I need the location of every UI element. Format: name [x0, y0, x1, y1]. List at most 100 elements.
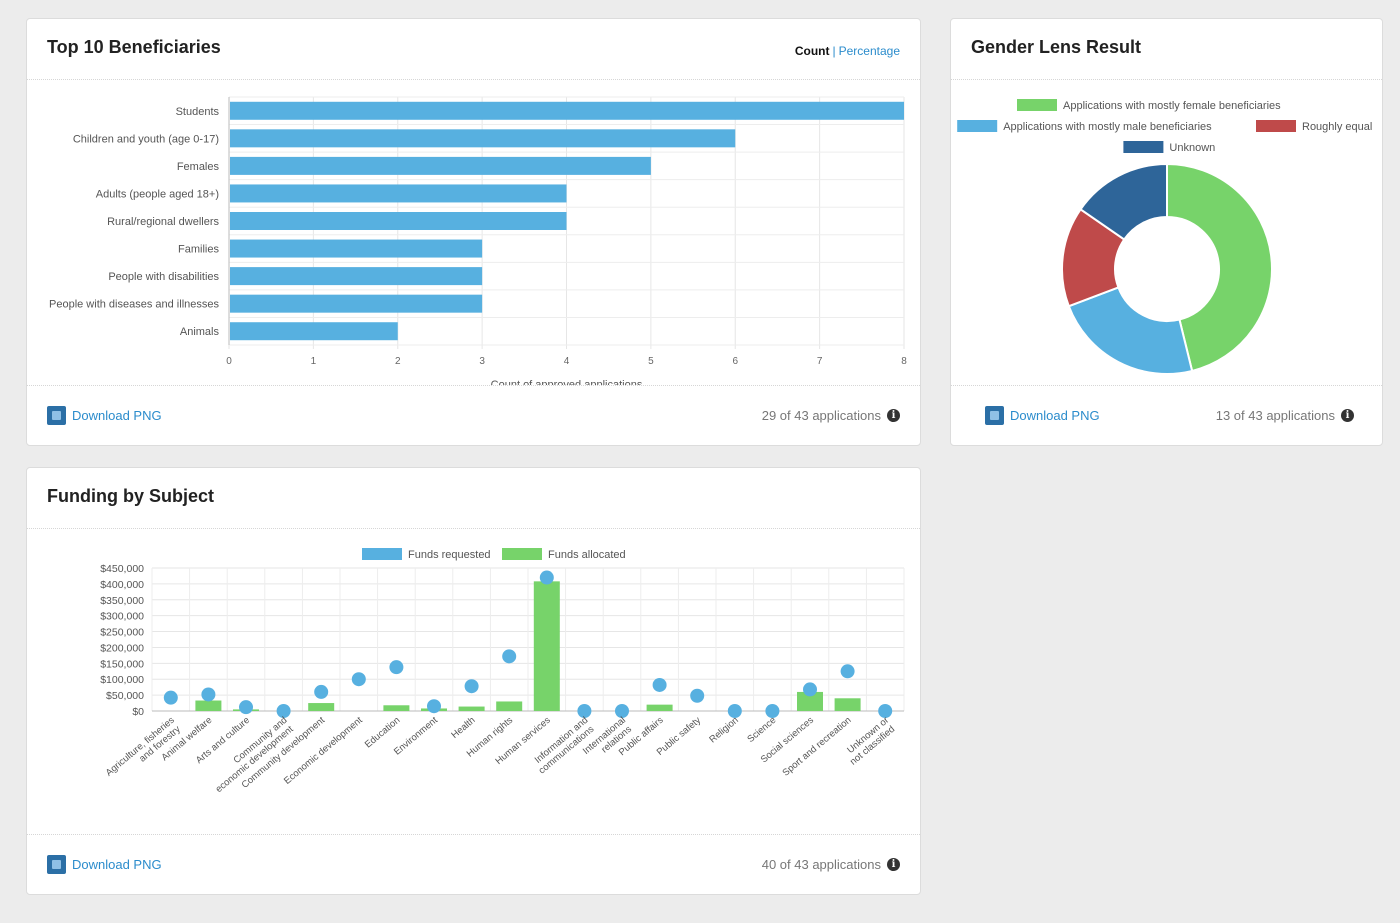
category-label: Females [177, 161, 220, 173]
requested-point [427, 699, 441, 714]
requested-point [163, 690, 178, 705]
applications-count-text: 40 of 43 applications [761, 857, 881, 872]
divider [27, 385, 920, 386]
x-tick-label: 2 [395, 356, 401, 367]
bar [230, 156, 651, 175]
download-png-link[interactable]: Download PNG [47, 406, 162, 425]
donut-slice [1166, 162, 1273, 373]
image-download-icon [47, 406, 66, 425]
bar [230, 129, 736, 148]
legend-label: Funds requested [408, 549, 491, 561]
download-label: Download PNG [1010, 408, 1100, 423]
legend-swatch [502, 548, 542, 560]
legend-label: Unknown [1169, 142, 1215, 154]
panel-title: Funding by Subject [47, 486, 214, 506]
x-tick-label: 1 [311, 356, 317, 367]
count-percentage-toggle: Count | Percentage [794, 44, 900, 58]
requested-point [314, 684, 329, 699]
y-tick-label: $200,000 [100, 642, 144, 654]
y-tick-label: $250,000 [100, 627, 144, 639]
gender-panel: Gender Lens Result Applications with mos… [950, 18, 1383, 446]
download-label: Download PNG [72, 408, 162, 423]
legend-label: Applications with mostly female benefici… [1063, 100, 1281, 112]
gender-donut-chart: Applications with mostly female benefici… [957, 99, 1372, 375]
x-tick-label: 0 [226, 356, 232, 367]
funding-chart: Funds requested Funds allocated $0 $50,000 $… [100, 548, 905, 795]
x-tick-label: 7 [817, 356, 823, 367]
category-label: People with diseases and illnesses [49, 299, 219, 311]
y-tick-label: $150,000 [100, 658, 144, 670]
legend-label: Roughly equal [1302, 121, 1372, 133]
y-tick-label: $50,000 [106, 690, 144, 702]
applications-count-text: 13 of 43 applications [1215, 408, 1335, 423]
beneficiaries-chart: 0 1 2 3 4 5 6 7 8 Students Children and youth (age… [49, 96, 907, 385]
funding-panel: Funding by Subject Funds requested Funds … [26, 467, 921, 895]
requested-point [351, 672, 366, 687]
legend-swatch [1256, 120, 1296, 132]
panel-title: Top 10 Beneficiaries [47, 37, 221, 57]
bar [230, 322, 398, 341]
divider [27, 528, 920, 529]
beneficiaries-panel: Top 10 Beneficiaries Count | Percentage 0 1… [26, 18, 921, 446]
category-label: Rural/regional dwellers [107, 216, 219, 228]
donut-slice [1079, 162, 1168, 241]
divider [27, 834, 920, 835]
info-icon[interactable]: i [887, 858, 900, 871]
category-label: Adults (people aged 18+) [96, 188, 219, 200]
applications-count: 29 of 43 applications i [762, 408, 900, 423]
allocated-bar [834, 698, 861, 711]
category-label: Science [745, 715, 778, 745]
requested-point [765, 704, 780, 718]
x-tick-label: 5 [648, 356, 654, 367]
y-tick-label: $450,000 [100, 563, 144, 575]
requested-point [615, 704, 629, 718]
percentage-toggle[interactable]: Percentage [838, 44, 900, 58]
allocated-bar [496, 701, 523, 711]
requested-point [201, 687, 216, 702]
bar [230, 267, 483, 286]
x-tick-label: 3 [479, 356, 485, 367]
requested-point [878, 704, 893, 718]
requested-point [389, 660, 404, 675]
y-tick-label: $350,000 [100, 595, 144, 607]
legend-swatch [362, 548, 402, 560]
bar [230, 101, 904, 120]
download-png-link[interactable]: Download PNG [47, 855, 162, 874]
legend-swatch [1017, 99, 1057, 111]
count-toggle[interactable]: Count [794, 44, 830, 58]
category-label: Animals [180, 326, 220, 338]
x-tick-label: 4 [564, 356, 570, 367]
x-tick-label: 8 [901, 356, 907, 367]
category-label: Families [178, 244, 219, 256]
y-tick-label: $100,000 [100, 674, 144, 686]
requested-point [276, 704, 291, 718]
allocated-bar [458, 706, 485, 711]
bar [230, 184, 567, 203]
bar [230, 212, 567, 230]
applications-count-text: 29 of 43 applications [761, 408, 881, 423]
y-tick-label: $0 [132, 706, 144, 718]
divider [951, 79, 1382, 80]
category-label: Sport and recreation [781, 715, 854, 779]
requested-point [727, 704, 742, 718]
download-png-link[interactable]: Download PNG [985, 406, 1100, 425]
category-label: People with disabilities [108, 271, 219, 283]
requested-point [840, 664, 855, 679]
applications-count: 13 of 43 applications i [1216, 408, 1354, 423]
category-label: Health [449, 715, 477, 741]
legend-label: Applications with mostly male beneficiar… [1003, 121, 1212, 133]
applications-count: 40 of 43 applications i [762, 857, 900, 872]
category-label: Agriculture, fisheries [104, 715, 177, 779]
requested-point [239, 700, 253, 715]
panel-title: Gender Lens Result [971, 37, 1142, 57]
info-icon[interactable]: i [887, 409, 900, 422]
bar [230, 294, 483, 313]
requested-point [577, 704, 592, 718]
image-download-icon [985, 406, 1004, 425]
bar [230, 239, 483, 258]
legend-label: Funds allocated [548, 549, 626, 561]
download-label: Download PNG [72, 857, 162, 872]
info-icon[interactable]: i [1341, 409, 1354, 422]
allocated-bar [308, 703, 335, 711]
requested-point [690, 688, 705, 703]
